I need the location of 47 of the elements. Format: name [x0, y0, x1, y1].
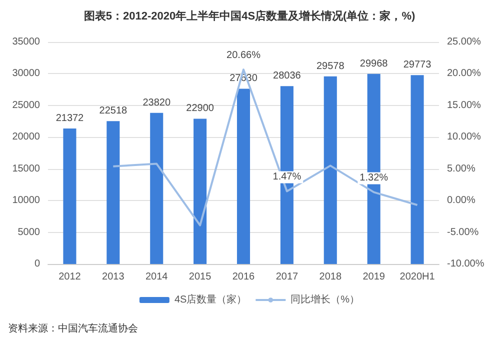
x-tick-label: 2020H1 [400, 272, 436, 282]
y-tick-label: 10000 [12, 195, 40, 206]
y-tick-label: 20000 [12, 132, 40, 143]
data-label: 21372 [56, 112, 84, 124]
data-label: 20.66% [226, 50, 261, 62]
x-tick-label: 2014 [145, 272, 168, 282]
y-tick-label: 35000 [12, 36, 40, 48]
y2-tick-label: 15.00% [447, 100, 482, 111]
x-tick-label: 2018 [319, 272, 342, 282]
data-label: 1.32% [360, 172, 388, 184]
y-tick-label: 0 [34, 258, 40, 270]
bar [410, 75, 424, 264]
legend-label: 同比增长（%） [290, 294, 360, 306]
bar [324, 76, 337, 264]
legend-label: 4S店数量（家） [174, 294, 247, 306]
y2-tick-label: -5.00% [447, 226, 479, 238]
bar [106, 121, 120, 264]
y-tick-label: 30000 [12, 68, 40, 80]
text: 资料来源：中国汽车流通协会 [8, 322, 138, 334]
y2-tick-label: 5.00% [447, 163, 476, 174]
y2-tick-label: 20.00% [447, 68, 482, 80]
y2-tick-label: -10.00% [447, 258, 484, 270]
data-label: 1.47% [272, 172, 302, 183]
x-tick-label: 2016 [232, 272, 256, 282]
bar [150, 112, 164, 264]
bar [194, 118, 207, 264]
data-label: 23820 [142, 97, 171, 108]
x-tick-label: 2012 [58, 272, 82, 282]
chart-title: 图表5：2012-2020年上半年中国4S店数量及增长情况(单位：家，%) [84, 10, 416, 22]
y-tick-label: 25000 [12, 100, 40, 111]
data-label: 29773 [403, 60, 432, 71]
y2-tick-label: 10.00% [447, 132, 482, 143]
x-tick-label: 2019 [362, 272, 386, 282]
bar [236, 88, 250, 264]
data-label: 29578 [316, 60, 345, 72]
x-tick-label: 2015 [188, 272, 212, 282]
data-label: 29968 [360, 58, 388, 70]
y-tick-label: 5000 [18, 226, 40, 238]
y2-tick-label: 0.00% [447, 195, 476, 206]
x-tick-label: 2013 [102, 272, 125, 282]
y-tick-label: 15000 [12, 163, 40, 174]
data-label: 22518 [99, 106, 128, 117]
data-label: 22900 [186, 103, 214, 114]
x-tick-label: 2017 [276, 272, 299, 282]
data-label: 28036 [273, 70, 302, 82]
bar [63, 128, 76, 264]
y2-tick-label: 25.00% [447, 36, 482, 48]
